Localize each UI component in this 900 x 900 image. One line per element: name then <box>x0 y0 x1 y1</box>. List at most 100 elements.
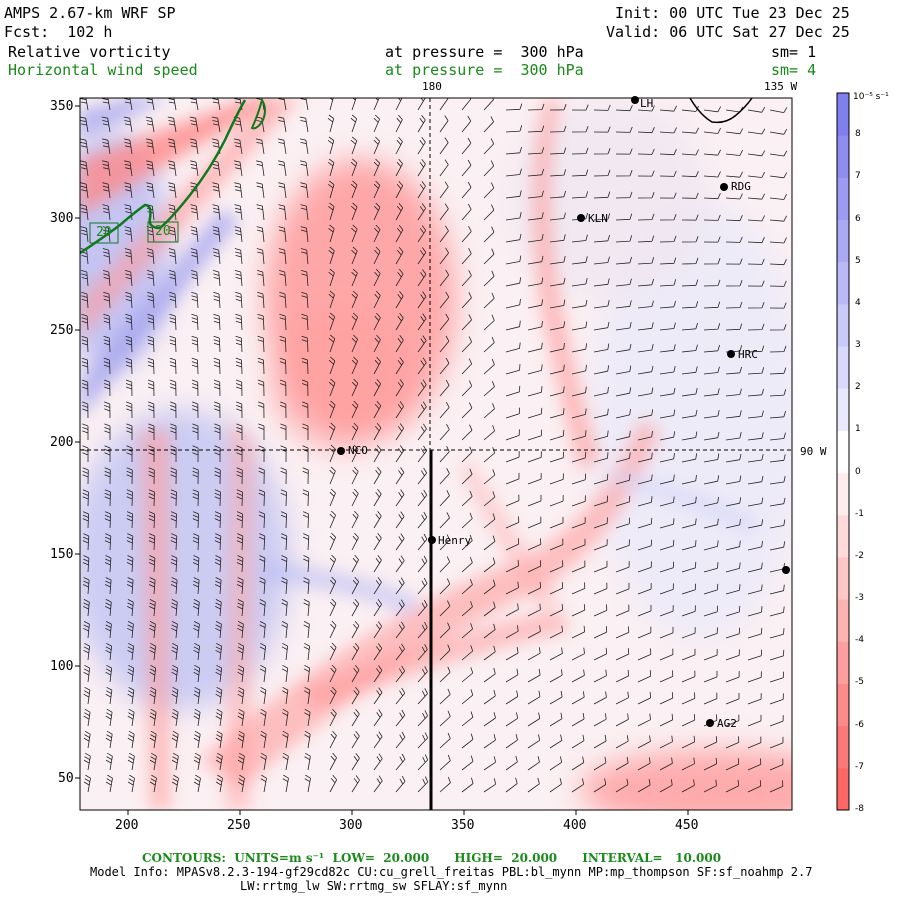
wind-barb <box>571 104 589 111</box>
wind-barb <box>769 628 785 639</box>
colorbar-swatch <box>837 472 849 516</box>
wind-barb <box>105 664 113 683</box>
wind-barb <box>659 431 676 441</box>
wind-barb <box>483 314 495 331</box>
wind-barb <box>395 313 404 331</box>
wind-barb <box>329 664 337 683</box>
wind-barb <box>417 666 428 683</box>
colorbar-swatch <box>837 388 849 431</box>
wind-barb <box>747 736 762 749</box>
wind-barb <box>395 467 405 485</box>
wind-barb <box>769 758 784 771</box>
wind-barb <box>681 583 696 595</box>
wind-barb <box>461 424 473 441</box>
wind-barb <box>395 621 405 639</box>
wind-barb <box>439 401 450 419</box>
wind-barb <box>703 236 721 243</box>
wind-barb <box>256 248 265 265</box>
wind-barb <box>260 686 267 705</box>
wind-barb <box>373 599 382 617</box>
wind-barb <box>328 334 336 353</box>
wind-barb <box>747 475 764 485</box>
wind-barb <box>171 752 179 771</box>
forecast-hour: Fcst: 102 h <box>4 23 113 41</box>
wind-barb <box>703 301 721 309</box>
wind-barb <box>769 432 786 441</box>
wind-barb <box>593 365 610 375</box>
wind-barb <box>505 559 519 573</box>
wind-barb <box>439 644 451 661</box>
wind-barb <box>81 379 89 397</box>
wind-barb <box>373 621 383 639</box>
wind-barb <box>83 774 91 793</box>
wind-barb <box>102 98 111 111</box>
wind-barb <box>505 538 520 551</box>
wind-barb <box>747 258 765 265</box>
wind-barb <box>703 388 720 397</box>
wind-barb <box>212 160 221 177</box>
wind-barb <box>83 730 91 749</box>
wind-barb <box>192 511 199 529</box>
wind-barb <box>257 313 265 331</box>
wind-barb <box>146 98 155 111</box>
wind-barb <box>350 158 358 177</box>
wind-barb <box>659 127 677 134</box>
wind-barb <box>615 669 629 683</box>
field1-smoothing: sm= 1 <box>771 43 817 61</box>
colorbar-swatch <box>837 767 849 811</box>
wind-barb <box>104 577 112 595</box>
wind-barb <box>281 577 288 595</box>
wind-barb <box>593 452 609 463</box>
wind-barb <box>615 191 633 199</box>
wind-barb <box>571 191 589 199</box>
wind-barb <box>282 686 289 705</box>
wind-barb <box>395 269 404 287</box>
wind-barb <box>170 511 177 529</box>
wind-barb <box>461 578 473 595</box>
wind-barb <box>328 246 335 265</box>
y-tick-250: 250 <box>50 323 74 338</box>
wind-barb <box>703 193 721 200</box>
wind-barb <box>234 182 243 199</box>
wind-barb <box>192 577 200 595</box>
wind-barb <box>703 736 718 749</box>
wind-barb <box>329 444 336 463</box>
wind-barb <box>659 605 674 617</box>
wind-barb <box>461 534 473 551</box>
wind-barb <box>747 367 765 375</box>
wind-barb <box>483 667 496 683</box>
wind-barb <box>681 627 696 639</box>
wind-barb <box>593 343 610 353</box>
wind-barb <box>278 182 287 199</box>
wind-barb <box>395 577 405 595</box>
wind-barb <box>237 686 245 705</box>
wind-barb <box>483 138 495 155</box>
wind-barb <box>505 668 519 683</box>
wind-barb <box>637 192 655 199</box>
wind-barb <box>483 535 496 551</box>
wind-barb <box>82 533 90 551</box>
wind-barb <box>659 757 673 771</box>
wind-barb <box>214 489 221 507</box>
wind-barb <box>234 270 243 287</box>
wind-barb <box>80 138 89 155</box>
wind-barb <box>214 555 222 573</box>
wind-barb <box>123 116 133 133</box>
wind-barb <box>373 665 383 683</box>
wind-barb <box>725 258 743 265</box>
wind-barb <box>615 256 632 265</box>
wind-barb <box>302 423 309 440</box>
station-nco: NCO <box>348 444 368 457</box>
wind-barb <box>280 423 287 440</box>
wind-barb <box>105 774 113 793</box>
wind-barb <box>302 533 310 551</box>
wind-barb <box>527 603 541 617</box>
wind-barb <box>215 774 223 793</box>
wind-barb <box>303 664 311 683</box>
colorbar-label: 4 <box>855 297 861 308</box>
wind-barb <box>725 497 742 507</box>
station-rdg: RDG <box>731 180 751 193</box>
wind-barb <box>168 98 177 111</box>
wind-barb <box>124 226 133 243</box>
wind-barb <box>327 136 335 155</box>
